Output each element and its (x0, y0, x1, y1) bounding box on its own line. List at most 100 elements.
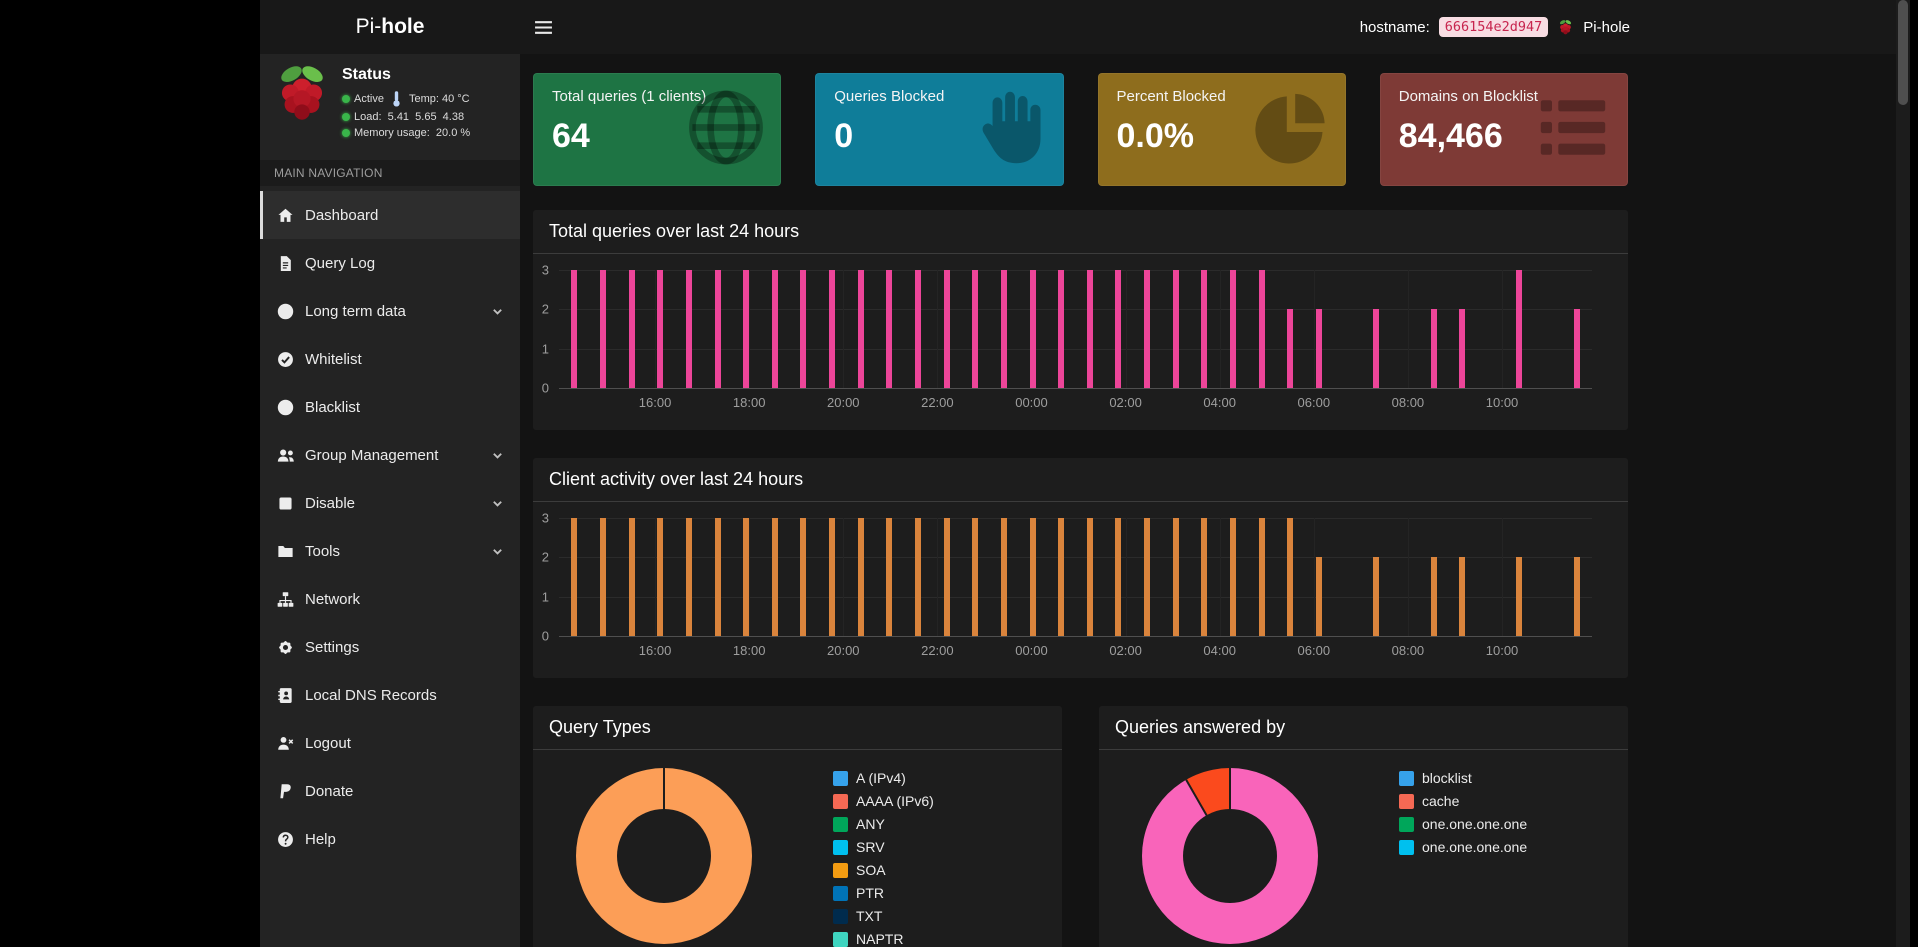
bar[interactable] (1373, 309, 1380, 388)
sidebar-item-group-management[interactable]: Group Management (260, 431, 520, 479)
bar[interactable] (857, 518, 864, 636)
sidebar-item-settings[interactable]: Settings (260, 623, 520, 671)
bar[interactable] (857, 270, 864, 388)
legend-item[interactable]: NAPTR (833, 931, 934, 947)
bar[interactable] (685, 270, 692, 388)
bar[interactable] (1287, 518, 1294, 636)
bar[interactable] (571, 270, 578, 388)
sidebar-item-query-log[interactable]: Query Log (260, 239, 520, 287)
bar[interactable] (1573, 557, 1580, 636)
bar[interactable] (972, 518, 979, 636)
bar[interactable] (599, 270, 606, 388)
legend-item[interactable]: cache (1399, 793, 1527, 809)
bar[interactable] (1201, 518, 1208, 636)
bar[interactable] (1115, 518, 1122, 636)
bar[interactable] (1115, 270, 1122, 388)
bar[interactable] (1058, 270, 1065, 388)
bar[interactable] (1172, 518, 1179, 636)
bar[interactable] (1315, 309, 1322, 388)
sidebar-item-tools[interactable]: Tools (260, 527, 520, 575)
bar[interactable] (628, 518, 635, 636)
bar[interactable] (599, 518, 606, 636)
bar[interactable] (1315, 557, 1322, 636)
bar[interactable] (886, 270, 893, 388)
bar[interactable] (771, 518, 778, 636)
bar[interactable] (1459, 557, 1466, 636)
scrollbar-track[interactable] (1896, 0, 1910, 947)
sidebar-item-whitelist[interactable]: Whitelist (260, 335, 520, 383)
bar[interactable] (1144, 270, 1151, 388)
legend-item[interactable]: ANY (833, 816, 934, 832)
bar[interactable] (800, 518, 807, 636)
bar[interactable] (1258, 518, 1265, 636)
bar[interactable] (1459, 309, 1466, 388)
legend-item[interactable]: PTR (833, 885, 934, 901)
bar[interactable] (1000, 518, 1007, 636)
sidebar-item-dashboard[interactable]: Dashboard (260, 191, 520, 239)
bar[interactable] (1373, 557, 1380, 636)
legend-item[interactable]: SRV (833, 839, 934, 855)
bar[interactable] (657, 518, 664, 636)
donut-chart[interactable] (576, 768, 752, 944)
bar[interactable] (886, 518, 893, 636)
legend-item[interactable]: AAAA (IPv6) (833, 793, 934, 809)
legend-item[interactable]: one.one.one.one (1399, 816, 1527, 832)
bar[interactable] (1573, 309, 1580, 388)
bar[interactable] (1230, 518, 1237, 636)
bar[interactable] (743, 270, 750, 388)
topbar-brand-link[interactable]: Pi-hole (1583, 18, 1630, 36)
scrollbar-thumb[interactable] (1898, 0, 1908, 105)
legend-item[interactable]: A (IPv4) (833, 770, 934, 786)
sidebar-item-disable[interactable]: Disable (260, 479, 520, 527)
bar[interactable] (915, 270, 921, 388)
bar[interactable] (714, 518, 721, 636)
bar[interactable] (571, 518, 578, 636)
bar[interactable] (1029, 270, 1036, 388)
bar[interactable] (1430, 309, 1437, 388)
sidebar-item-long-term-data[interactable]: Long term data (260, 287, 520, 335)
bar[interactable] (972, 270, 979, 388)
sidebar-item-logout[interactable]: Logout (260, 719, 520, 767)
bar[interactable] (1201, 270, 1208, 388)
legend-item[interactable]: one.one.one.one (1399, 839, 1527, 855)
bar[interactable] (1230, 270, 1237, 388)
hamburger-menu-icon[interactable] (534, 20, 553, 35)
bar[interactable] (915, 518, 921, 636)
sidebar-item-blacklist[interactable]: Blacklist (260, 383, 520, 431)
bar-chart-plot[interactable]: 0 1 2 3 16:00 18:00 20:00 22:00 00:00 02:00 04:00 0… (542, 263, 1592, 410)
bar[interactable] (1430, 557, 1437, 636)
legend-item[interactable]: blocklist (1399, 770, 1527, 786)
bar[interactable] (685, 518, 692, 636)
bar[interactable] (1172, 270, 1179, 388)
legend-item[interactable]: SOA (833, 862, 934, 878)
bar[interactable] (1287, 309, 1294, 388)
bar[interactable] (628, 270, 635, 388)
bar[interactable] (829, 270, 836, 388)
bar[interactable] (657, 270, 664, 388)
bar[interactable] (714, 270, 721, 388)
bar[interactable] (943, 518, 950, 636)
brand-bold: hole (381, 15, 425, 38)
bar[interactable] (1058, 518, 1065, 636)
bar[interactable] (1144, 518, 1151, 636)
legend-item[interactable]: TXT (833, 908, 934, 924)
bar[interactable] (800, 270, 807, 388)
sidebar-item-donate[interactable]: Donate (260, 767, 520, 815)
bar[interactable] (1000, 270, 1007, 388)
sidebar-item-network[interactable]: Network (260, 575, 520, 623)
bar[interactable] (1516, 557, 1523, 636)
bar[interactable] (1516, 270, 1523, 388)
bar[interactable] (943, 270, 950, 388)
app-logo[interactable]: Pi-hole (260, 0, 520, 54)
donut-chart[interactable] (1142, 768, 1318, 944)
bar[interactable] (743, 518, 750, 636)
bar[interactable] (771, 270, 778, 388)
sidebar-item-help[interactable]: Help (260, 815, 520, 863)
bar-chart-plot[interactable]: 0 1 2 3 16:00 18:00 20:00 22:00 00:00 02:00 04:00 0… (542, 511, 1592, 658)
bar[interactable] (1258, 270, 1265, 388)
bar[interactable] (1086, 518, 1093, 636)
bar[interactable] (829, 518, 836, 636)
bar[interactable] (1086, 270, 1093, 388)
sidebar-item-local-dns-records[interactable]: Local DNS Records (260, 671, 520, 719)
bar[interactable] (1029, 518, 1036, 636)
